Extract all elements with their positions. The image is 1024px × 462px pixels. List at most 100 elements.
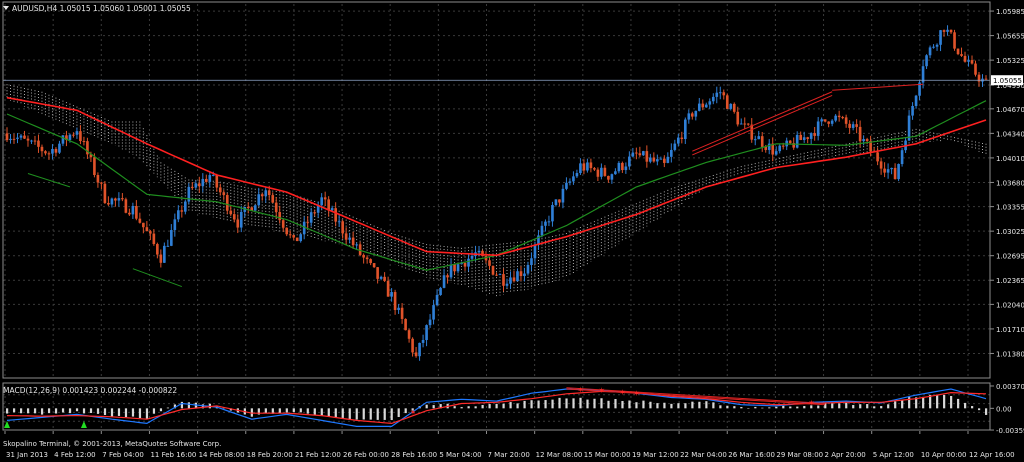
candle[interactable] <box>614 168 617 175</box>
candle-body[interactable] <box>628 156 631 167</box>
candle[interactable] <box>236 214 240 234</box>
candle-body[interactable] <box>645 151 649 162</box>
candle[interactable] <box>9 133 12 144</box>
candle-body[interactable] <box>47 153 51 155</box>
candle[interactable] <box>86 137 89 159</box>
candle-body[interactable] <box>519 271 523 277</box>
candle-body[interactable] <box>575 173 579 177</box>
candle[interactable] <box>746 123 750 126</box>
candle-body[interactable] <box>935 44 939 47</box>
candle[interactable] <box>565 177 568 191</box>
candle-body[interactable] <box>260 194 264 197</box>
candle[interactable] <box>491 265 495 276</box>
candle-body[interactable] <box>442 275 446 288</box>
candle-body[interactable] <box>642 151 645 156</box>
candle[interactable] <box>593 167 596 171</box>
candle[interactable] <box>645 145 649 168</box>
candle[interactable] <box>197 176 201 193</box>
candle[interactable] <box>463 262 467 271</box>
candle-body[interactable] <box>292 235 296 238</box>
candle-body[interactable] <box>372 263 376 268</box>
candle-body[interactable] <box>967 60 970 62</box>
candle-body[interactable] <box>516 271 519 282</box>
candle[interactable] <box>694 110 698 121</box>
candle[interactable] <box>30 139 33 145</box>
candle[interactable] <box>554 199 558 207</box>
candle[interactable] <box>844 114 848 128</box>
candle-body[interactable] <box>827 121 830 124</box>
candle-body[interactable] <box>190 186 194 188</box>
candle-body[interactable] <box>670 149 673 157</box>
candle[interactable] <box>246 202 250 214</box>
candle[interactable] <box>767 139 771 155</box>
trendline[interactable] <box>832 83 924 91</box>
candle-body[interactable] <box>145 227 149 232</box>
candle-body[interactable] <box>362 254 365 258</box>
candle[interactable] <box>442 268 446 289</box>
candle-body[interactable] <box>460 263 463 265</box>
candle[interactable] <box>208 171 212 188</box>
candle-body[interactable] <box>400 307 404 319</box>
candle-body[interactable] <box>631 152 635 157</box>
candle-body[interactable] <box>110 198 114 205</box>
candle[interactable] <box>939 29 942 52</box>
candle[interactable] <box>659 156 663 160</box>
candle-body[interactable] <box>351 237 355 246</box>
candle-body[interactable] <box>663 158 666 163</box>
candle-body[interactable] <box>369 259 372 264</box>
candle[interactable] <box>750 118 754 143</box>
candle[interactable] <box>600 163 603 180</box>
candle[interactable] <box>355 242 358 250</box>
candle-body[interactable] <box>774 151 778 155</box>
candle[interactable] <box>386 276 390 297</box>
candle[interactable] <box>946 25 949 36</box>
candle[interactable] <box>512 270 516 283</box>
candle-body[interactable] <box>722 92 726 96</box>
candle[interactable] <box>114 197 117 207</box>
candle-body[interactable] <box>393 292 397 311</box>
candle-body[interactable] <box>421 340 425 343</box>
candle[interactable] <box>617 161 621 174</box>
candle-body[interactable] <box>428 319 432 326</box>
candle[interactable] <box>135 200 138 221</box>
candle-body[interactable] <box>72 134 75 136</box>
candle[interactable] <box>121 193 124 202</box>
candle[interactable] <box>575 169 579 178</box>
candle[interactable] <box>820 117 823 126</box>
candle-body[interactable] <box>302 221 306 235</box>
candle-body[interactable] <box>208 175 212 182</box>
candle[interactable] <box>421 334 425 348</box>
candle[interactable] <box>739 118 743 125</box>
candle-body[interactable] <box>407 330 411 339</box>
candle-body[interactable] <box>253 205 257 211</box>
candle[interactable] <box>718 86 722 100</box>
trendlines[interactable] <box>27 83 924 288</box>
candle-body[interactable] <box>586 162 589 171</box>
candle[interactable] <box>743 117 747 129</box>
candle-body[interactable] <box>834 115 837 121</box>
candle-body[interactable] <box>781 145 785 147</box>
candle-body[interactable] <box>530 258 533 266</box>
candle[interactable] <box>558 199 561 207</box>
candle[interactable] <box>124 197 128 214</box>
candle[interactable] <box>607 175 610 183</box>
candle-body[interactable] <box>404 318 407 331</box>
candle-body[interactable] <box>376 267 379 279</box>
candle[interactable] <box>907 110 911 141</box>
candle-body[interactable] <box>470 255 474 259</box>
candle[interactable] <box>425 324 428 347</box>
candle-body[interactable] <box>907 115 911 141</box>
candle-body[interactable] <box>397 307 400 311</box>
candle[interactable] <box>974 60 977 77</box>
candle[interactable] <box>177 205 180 223</box>
candle[interactable] <box>61 134 65 147</box>
candle-body[interactable] <box>432 305 435 320</box>
candle[interactable] <box>596 167 600 182</box>
candle-body[interactable] <box>750 124 754 140</box>
candle-body[interactable] <box>886 169 890 173</box>
candle-body[interactable] <box>977 74 981 82</box>
candle[interactable] <box>306 216 310 230</box>
candle[interactable] <box>65 130 68 147</box>
candle-body[interactable] <box>44 151 47 154</box>
candle-body[interactable] <box>446 275 449 278</box>
